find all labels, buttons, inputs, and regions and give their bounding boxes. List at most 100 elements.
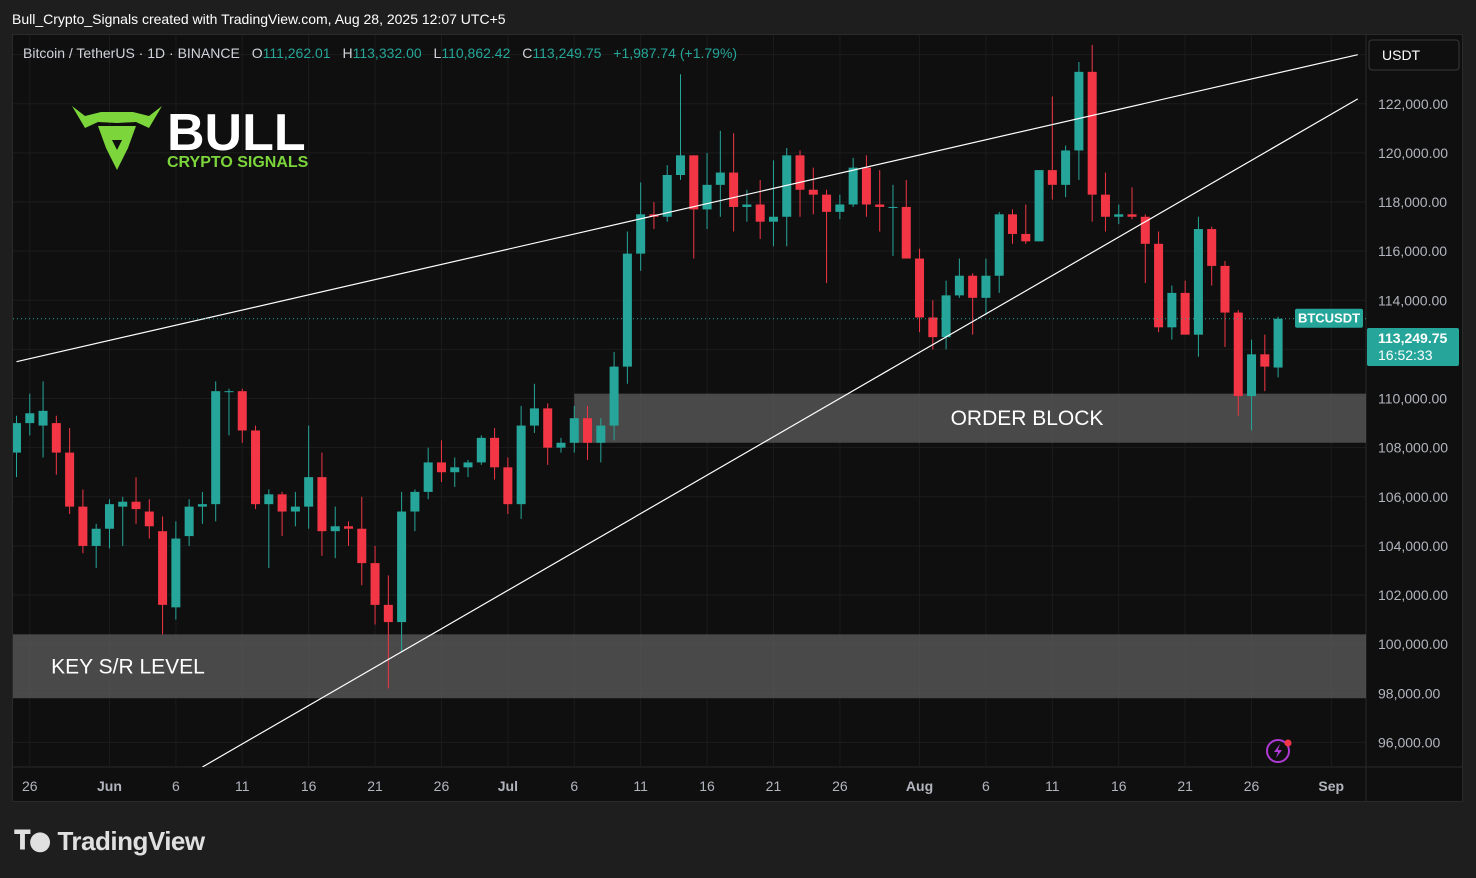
- candle[interactable]: [436, 440, 446, 483]
- candle[interactable]: [888, 184, 898, 257]
- candle[interactable]: [78, 489, 88, 554]
- candle[interactable]: [543, 403, 553, 465]
- candle[interactable]: [171, 521, 181, 620]
- candle[interactable]: [1061, 145, 1071, 198]
- candle[interactable]: [835, 194, 845, 220]
- candle[interactable]: [503, 457, 513, 514]
- candle[interactable]: [450, 457, 460, 487]
- candle[interactable]: [317, 452, 327, 556]
- candle-body: [1140, 216, 1150, 244]
- candle[interactable]: [729, 133, 739, 232]
- candle[interactable]: [158, 516, 168, 635]
- candle[interactable]: [25, 393, 35, 436]
- trendline[interactable]: [202, 98, 1359, 767]
- candle[interactable]: [941, 280, 951, 350]
- candle[interactable]: [755, 179, 765, 239]
- candle[interactable]: [954, 258, 964, 298]
- tradingview-logo[interactable]: 𝐓● TradingView: [14, 826, 205, 857]
- candle[interactable]: [1233, 310, 1243, 416]
- candle[interactable]: [1074, 62, 1084, 180]
- candle[interactable]: [529, 383, 539, 433]
- candle[interactable]: [556, 437, 566, 453]
- candle[interactable]: [344, 521, 353, 546]
- candle[interactable]: [463, 459, 473, 478]
- trendline[interactable]: [16, 54, 1358, 363]
- candle[interactable]: [1220, 260, 1230, 347]
- candle[interactable]: [583, 405, 593, 460]
- candle[interactable]: [915, 248, 925, 333]
- candle[interactable]: [1034, 170, 1044, 242]
- candle[interactable]: [822, 189, 832, 284]
- candle[interactable]: [1127, 187, 1137, 220]
- candle[interactable]: [994, 211, 1004, 293]
- candle[interactable]: [1100, 172, 1110, 232]
- candle[interactable]: [768, 160, 778, 247]
- candle[interactable]: [848, 157, 858, 207]
- candle[interactable]: [1140, 214, 1150, 284]
- candle[interactable]: [596, 418, 606, 463]
- candle[interactable]: [609, 351, 619, 441]
- candle[interactable]: [861, 155, 871, 217]
- candle[interactable]: [423, 447, 433, 500]
- candle[interactable]: [1021, 204, 1031, 244]
- candle[interactable]: [808, 167, 818, 215]
- candle[interactable]: [290, 491, 300, 527]
- candle[interactable]: [251, 425, 261, 510]
- candle[interactable]: [383, 575, 393, 689]
- candle[interactable]: [357, 496, 367, 586]
- candle[interactable]: [702, 152, 712, 230]
- candle[interactable]: [490, 428, 500, 480]
- candle[interactable]: [304, 425, 314, 529]
- candle[interactable]: [1008, 209, 1017, 244]
- candle[interactable]: [224, 388, 234, 436]
- candle[interactable]: [1260, 334, 1270, 392]
- candle[interactable]: [1087, 44, 1097, 222]
- candle[interactable]: [981, 258, 991, 316]
- candle[interactable]: [397, 491, 407, 652]
- candle[interactable]: [197, 491, 207, 524]
- candle[interactable]: [875, 170, 885, 232]
- currency-button-label[interactable]: USDT: [1382, 47, 1421, 63]
- candle[interactable]: [370, 545, 380, 625]
- candle[interactable]: [410, 489, 420, 532]
- candle[interactable]: [1047, 96, 1057, 200]
- candle[interactable]: [928, 300, 938, 350]
- candle[interactable]: [38, 381, 48, 458]
- candle[interactable]: [676, 74, 685, 180]
- candle[interactable]: [1154, 231, 1164, 333]
- candle[interactable]: [1207, 226, 1217, 286]
- candle[interactable]: [184, 499, 194, 546]
- candle[interactable]: [795, 150, 805, 217]
- candle[interactable]: [91, 523, 101, 569]
- candle[interactable]: [715, 130, 725, 217]
- candle[interactable]: [131, 477, 141, 524]
- candle[interactable]: [277, 491, 287, 537]
- candle[interactable]: [516, 405, 526, 519]
- lightning-alert-icon[interactable]: [1266, 739, 1292, 763]
- candle[interactable]: [264, 489, 274, 569]
- candle[interactable]: [476, 435, 486, 465]
- candle[interactable]: [968, 273, 978, 335]
- currency-button[interactable]: USDT: [1368, 39, 1460, 71]
- candle[interactable]: [1167, 285, 1177, 340]
- candle[interactable]: [569, 405, 579, 453]
- candle[interactable]: [144, 499, 154, 539]
- candle[interactable]: [118, 496, 128, 546]
- candle[interactable]: [211, 381, 221, 522]
- candle[interactable]: [65, 428, 75, 514]
- candle[interactable]: [622, 231, 632, 384]
- candle[interactable]: [237, 388, 247, 443]
- candle[interactable]: [104, 499, 114, 549]
- candle[interactable]: [1273, 316, 1283, 378]
- candle[interactable]: [901, 179, 911, 259]
- candle[interactable]: [782, 147, 792, 247]
- candle[interactable]: [330, 506, 340, 559]
- candle[interactable]: [1247, 339, 1257, 431]
- candle[interactable]: [12, 415, 21, 478]
- candle[interactable]: [636, 182, 646, 271]
- candle[interactable]: [1180, 280, 1190, 335]
- candle[interactable]: [1114, 204, 1124, 225]
- candle[interactable]: [51, 415, 61, 475]
- candle[interactable]: [1193, 216, 1203, 357]
